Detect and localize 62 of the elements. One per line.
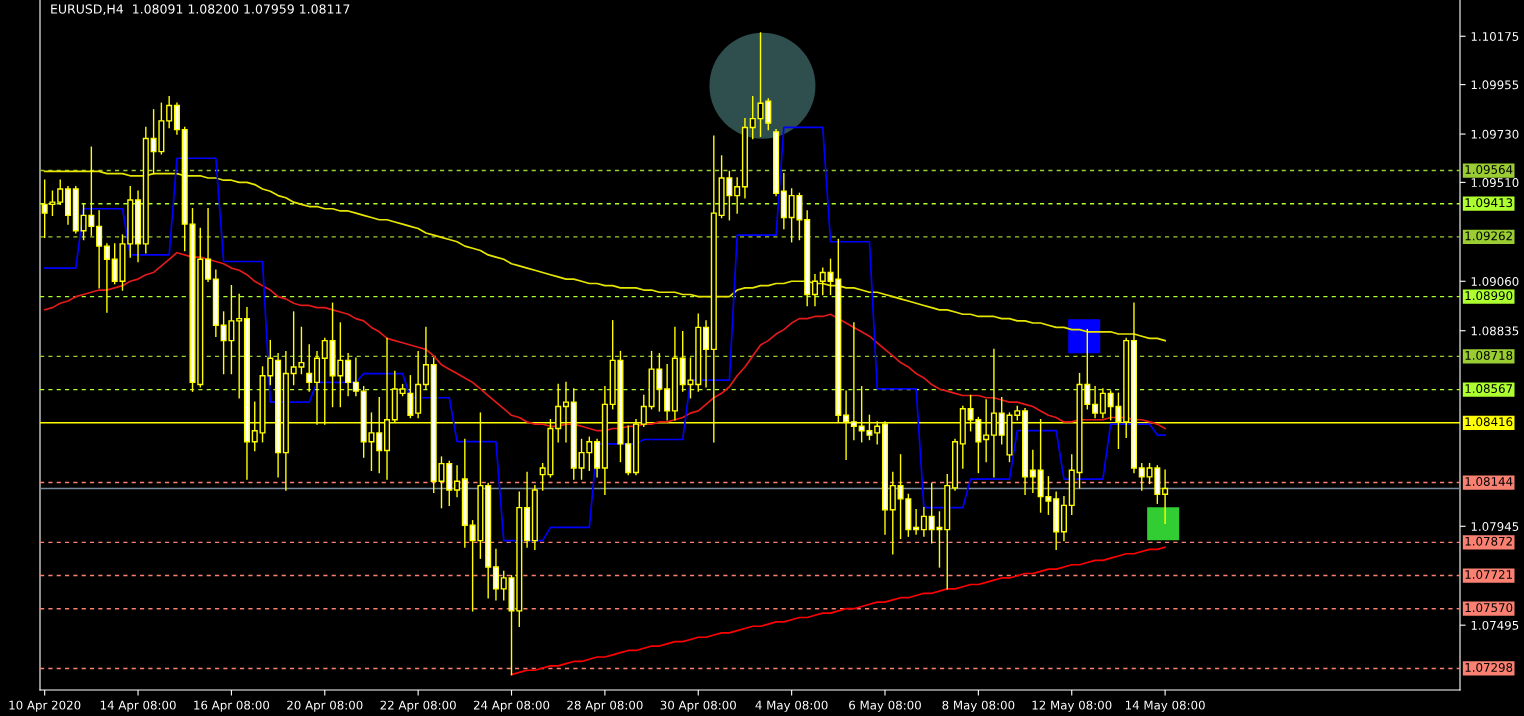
- candlestick: [422, 326, 429, 390]
- ref-line-label: 1.07721: [1465, 570, 1512, 579]
- candlestick: [236, 293, 243, 399]
- x-tick-label: 24 Apr 08:00: [473, 700, 550, 712]
- y-tick-label: 1.07495: [1471, 620, 1519, 630]
- x-tick-label: 22 Apr 08:00: [380, 700, 456, 712]
- x-tick-label: 30 Apr 08:00: [660, 700, 736, 712]
- candlestick: [205, 208, 212, 282]
- candlestick: [811, 273, 818, 307]
- y-tick-label: 1.10175: [1471, 31, 1519, 41]
- candlestick: [1162, 469, 1169, 524]
- y-tick-label: 1.09955: [1471, 80, 1519, 90]
- y-tick-label: 1.09060: [1471, 277, 1519, 286]
- ref-line-label: 1.07570: [1465, 603, 1513, 613]
- ref-line-label: 1.08567: [1465, 384, 1513, 394]
- ref-line-label: 1.09413: [1465, 198, 1513, 208]
- candlestick: [1099, 388, 1106, 419]
- chart-title: EURUSD,H4 1.08091 1.08200 1.07959 1.08117: [51, 4, 350, 15]
- x-tick-label: 20 Apr 08:00: [287, 700, 363, 712]
- x-tick-label: 8 May 08:00: [942, 700, 1015, 712]
- candlestick: [57, 179, 64, 206]
- candlestick: [734, 177, 741, 214]
- x-tick-label: 14 May 08:00: [1125, 700, 1205, 712]
- line-series: [510, 546, 1166, 676]
- ref-line-label: 1.07298: [1465, 662, 1513, 672]
- x-tick-label: 12 May 08:00: [1032, 700, 1112, 712]
- candlestick: [1138, 462, 1145, 491]
- candlestick: [664, 364, 671, 421]
- candlestick: [1092, 386, 1099, 419]
- candlestick: [819, 267, 826, 296]
- ref-line-label: 1.07872: [1465, 536, 1512, 546]
- ref-line-label: 1.08990: [1465, 291, 1513, 301]
- line-series: [43, 170, 1166, 342]
- candlestick: [166, 95, 173, 129]
- line-series: [43, 126, 1166, 542]
- ref-line-label: 1.09564: [1465, 165, 1513, 174]
- candlestick: [454, 465, 461, 498]
- x-tick-label: 16 Apr 08:00: [194, 700, 270, 712]
- candlestick: [306, 344, 313, 392]
- y-tick-label: 1.09510: [1471, 178, 1519, 188]
- y-tick-label: 1.08835: [1471, 326, 1519, 336]
- candlestick: [103, 243, 110, 313]
- x-tick-label: 6 May 08:00: [849, 700, 921, 712]
- ref-line-label: 1.08718: [1465, 350, 1513, 360]
- candlestick: [96, 210, 103, 289]
- candlestick: [1029, 449, 1036, 493]
- candlestick: [345, 353, 352, 397]
- candlestick: [492, 548, 499, 601]
- x-tick-label: 14 Apr 08:00: [100, 700, 176, 712]
- x-tick-label: 28 Apr 08:00: [567, 700, 643, 712]
- line-series: [43, 251, 1166, 432]
- y-tick-label: 1.09730: [1471, 129, 1519, 139]
- candlestick: [703, 320, 710, 388]
- ref-line-label: 1.08416: [1465, 417, 1513, 427]
- y-tick-label: 1.07945: [1471, 522, 1519, 531]
- x-tick-label: 10 Apr 2020: [9, 700, 81, 712]
- x-tick-label: 4 May 08:00: [755, 700, 828, 712]
- ref-line-label: 1.09262: [1465, 231, 1512, 241]
- ref-line-label: 1.08144: [1465, 477, 1513, 486]
- candlestick: [352, 357, 359, 397]
- candlestick: [920, 506, 927, 537]
- candlestick: [913, 509, 920, 535]
